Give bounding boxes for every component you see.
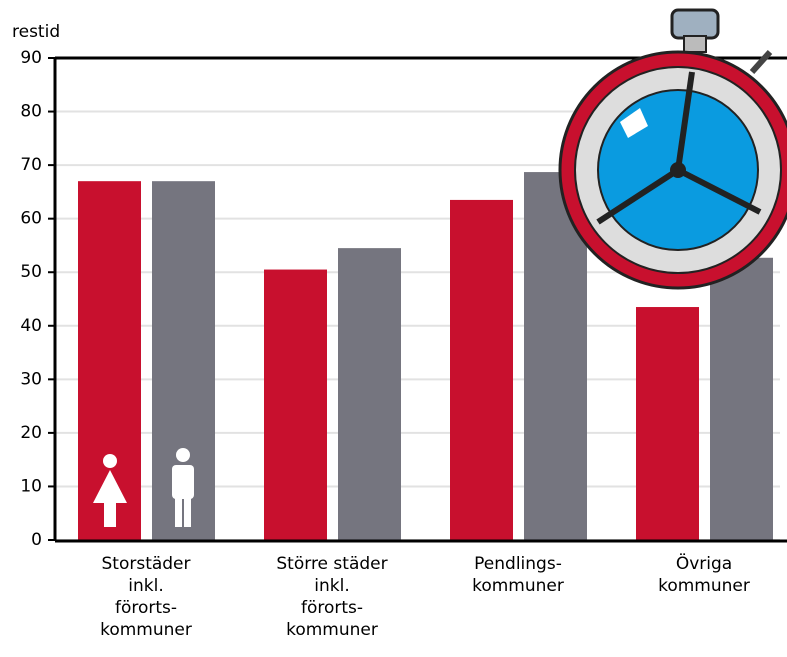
y-tick-label: 30: [20, 369, 42, 389]
bar: [524, 172, 587, 540]
x-tick-label: Storstäder inkl. förorts- kommuner: [100, 554, 192, 640]
y-tick-label: 50: [20, 262, 42, 282]
legend-icons: [93, 448, 194, 527]
x-tick-label: Större städer inkl. förorts- kommuner: [276, 554, 388, 640]
y-tick-label: 80: [20, 102, 42, 122]
bar: [710, 257, 773, 540]
y-axis-label: restid: [12, 22, 60, 42]
bar: [450, 199, 513, 540]
y-tick-label: 10: [20, 476, 42, 496]
y-tick-label: 90: [20, 48, 42, 68]
bar: [264, 269, 327, 540]
y-tick-label: 0: [31, 530, 42, 550]
bar: [338, 248, 401, 540]
x-tick-label: Pendlings- kommuner: [472, 554, 564, 596]
stopwatch-illustration: [558, 8, 787, 290]
y-tick-label: 20: [20, 423, 42, 443]
x-tick-label: Övriga kommuner: [658, 554, 750, 596]
y-tick-label: 40: [20, 316, 42, 336]
y-tick-label: 70: [20, 155, 42, 175]
y-tick-label: 60: [20, 209, 42, 229]
bar: [636, 307, 699, 540]
